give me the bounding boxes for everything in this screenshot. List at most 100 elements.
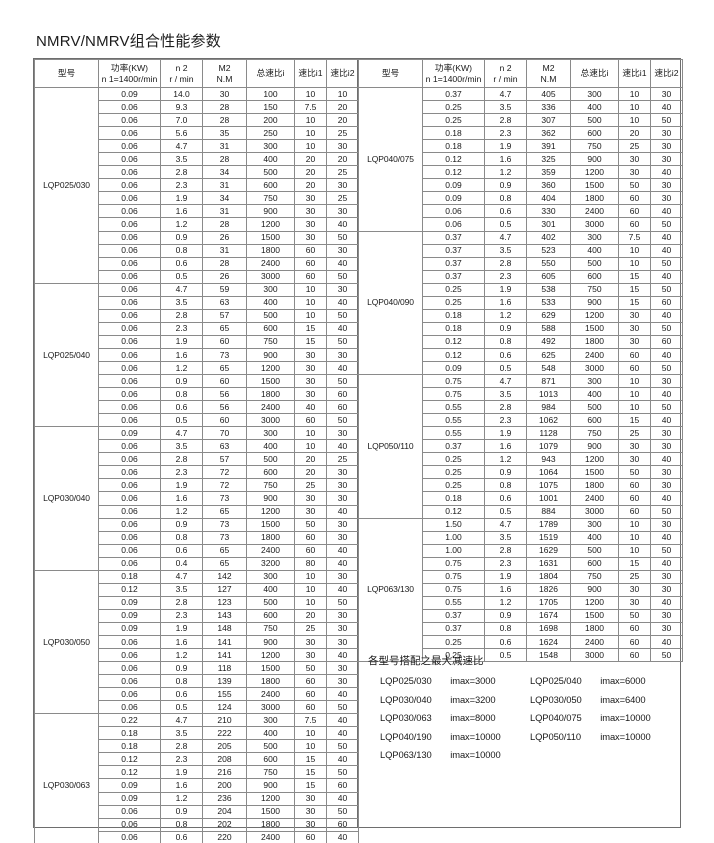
total-ratio-cell: 500 xyxy=(570,113,619,128)
power-cell: 0.18 xyxy=(422,321,485,336)
power-cell: 0.06 xyxy=(98,152,161,167)
n2-cell: 0.6 xyxy=(484,491,527,506)
i1-cell: 10 xyxy=(294,726,327,741)
i1-cell: 50 xyxy=(294,517,327,532)
m2-cell: 1519 xyxy=(526,530,571,545)
i2-cell: 40 xyxy=(650,530,683,545)
i2-cell: 25 xyxy=(326,191,359,206)
table-row: 0.37 2.8 550 500 10 50 xyxy=(359,256,683,271)
power-cell: 0.09 xyxy=(98,426,161,441)
n2-cell: 1.2 xyxy=(484,308,527,323)
n2-cell: 1.6 xyxy=(160,491,203,506)
n2-cell: 0.8 xyxy=(160,530,203,545)
i1-cell: 60 xyxy=(294,530,327,545)
i2-cell: 30 xyxy=(650,139,683,154)
m2-cell: 200 xyxy=(202,778,247,793)
i1-cell: 60 xyxy=(618,504,651,519)
total-ratio-cell: 1500 xyxy=(246,230,295,245)
n2-cell: 2.8 xyxy=(484,113,527,128)
i1-cell: 60 xyxy=(618,204,651,219)
i1-cell: 10 xyxy=(618,517,651,532)
table-row: 0.25 0.5 1548 3000 60 50 xyxy=(359,648,683,663)
header-m2: M2 N.M xyxy=(202,59,247,88)
n2-cell: 1.6 xyxy=(160,634,203,650)
power-cell: 0.06 xyxy=(98,491,161,506)
i2-cell: 40 xyxy=(326,556,359,571)
n2-cell: 4.7 xyxy=(484,86,527,102)
i1-cell: 30 xyxy=(618,439,651,454)
i1-cell: 60 xyxy=(618,191,651,206)
m2-cell: 205 xyxy=(202,739,247,754)
power-cell: 0.37 xyxy=(422,256,485,271)
power-cell: 0.06 xyxy=(98,687,161,702)
i1-cell: 10 xyxy=(618,243,651,258)
i1-cell: 10 xyxy=(294,569,327,584)
i1-cell: 30 xyxy=(294,230,327,245)
power-cell: 0.37 xyxy=(422,86,485,102)
power-cell: 1.50 xyxy=(422,517,485,532)
power-cell: 0.06 xyxy=(98,517,161,532)
note-row: LQP030/063 imax=8000 LQP040/075 imax=10000 xyxy=(366,712,680,723)
i1-cell: 7.5 xyxy=(294,100,327,115)
header-power-line1: 功率(KW) xyxy=(110,62,149,73)
i2-cell: 30 xyxy=(326,674,359,689)
m2-cell: 155 xyxy=(202,687,247,702)
header-m2-line1: M2 xyxy=(542,62,555,73)
header-power: 功率(KW) n 1=1400r/min xyxy=(98,59,161,88)
n2-cell: 2.3 xyxy=(160,321,203,336)
n2-cell: 0.8 xyxy=(484,478,527,493)
n2-cell: 0.5 xyxy=(484,217,527,232)
i2-cell: 30 xyxy=(650,608,683,623)
table-row: LQP030/040 0.09 4.7 70 300 10 30 xyxy=(34,426,359,571)
total-ratio-cell: 1800 xyxy=(570,621,619,636)
total-ratio-cell: 1500 xyxy=(246,804,295,819)
i1-cell: 10 xyxy=(618,86,651,102)
i2-cell: 50 xyxy=(326,269,359,284)
i2-cell: 30 xyxy=(650,517,683,532)
i1-cell: 20 xyxy=(294,465,327,480)
power-cell: 0.09 xyxy=(98,86,161,102)
m2-cell: 31 xyxy=(202,204,247,219)
i2-cell: 40 xyxy=(326,295,359,310)
total-ratio-cell: 400 xyxy=(246,726,295,741)
i2-cell: 50 xyxy=(326,230,359,245)
m2-cell: 31 xyxy=(202,139,247,154)
total-ratio-cell: 400 xyxy=(246,295,295,310)
power-cell: 0.25 xyxy=(422,100,485,115)
i1-cell: 30 xyxy=(294,791,327,806)
m2-cell: 402 xyxy=(526,230,571,245)
note-imax: imax=10000 xyxy=(450,730,501,742)
i1-cell: 10 xyxy=(618,387,651,402)
total-ratio-cell: 400 xyxy=(246,152,295,167)
total-ratio-cell: 600 xyxy=(570,556,619,571)
i2-cell: 60 xyxy=(326,817,359,832)
n2-cell: 1.9 xyxy=(160,478,203,493)
note-model xyxy=(530,749,600,760)
i1-cell: 30 xyxy=(294,387,327,402)
n2-cell: 9.3 xyxy=(160,100,203,115)
note-model: LQP025/030 xyxy=(380,675,432,686)
m2-cell: 533 xyxy=(526,295,571,310)
i2-cell: 30 xyxy=(326,608,359,623)
power-cell: 0.06 xyxy=(98,556,161,571)
power-cell: 0.37 xyxy=(422,608,485,623)
n2-cell: 0.6 xyxy=(160,830,203,843)
table-row: 0.06 0.8 202 1800 30 60 xyxy=(35,817,359,832)
m2-cell: 359 xyxy=(526,165,571,180)
total-ratio-cell: 3000 xyxy=(570,360,619,376)
i2-cell: 30 xyxy=(326,517,359,532)
m2-cell: 148 xyxy=(202,621,247,636)
total-ratio-cell: 2400 xyxy=(570,204,619,219)
n2-cell: 1.9 xyxy=(484,569,527,584)
n2-cell: 0.5 xyxy=(160,413,203,428)
i1-cell: 7.5 xyxy=(294,713,327,728)
n2-cell: 0.9 xyxy=(160,661,203,676)
total-ratio-cell: 1800 xyxy=(246,674,295,689)
i2-cell: 40 xyxy=(326,217,359,232)
table-row: 0.12 0.8 492 1800 30 60 xyxy=(359,334,683,349)
i2-cell: 40 xyxy=(326,726,359,741)
power-cell: 0.12 xyxy=(98,765,161,780)
header-n2-line2: r / min xyxy=(169,73,194,84)
i1-cell: 20 xyxy=(294,608,327,623)
i1-cell: 20 xyxy=(294,178,327,193)
